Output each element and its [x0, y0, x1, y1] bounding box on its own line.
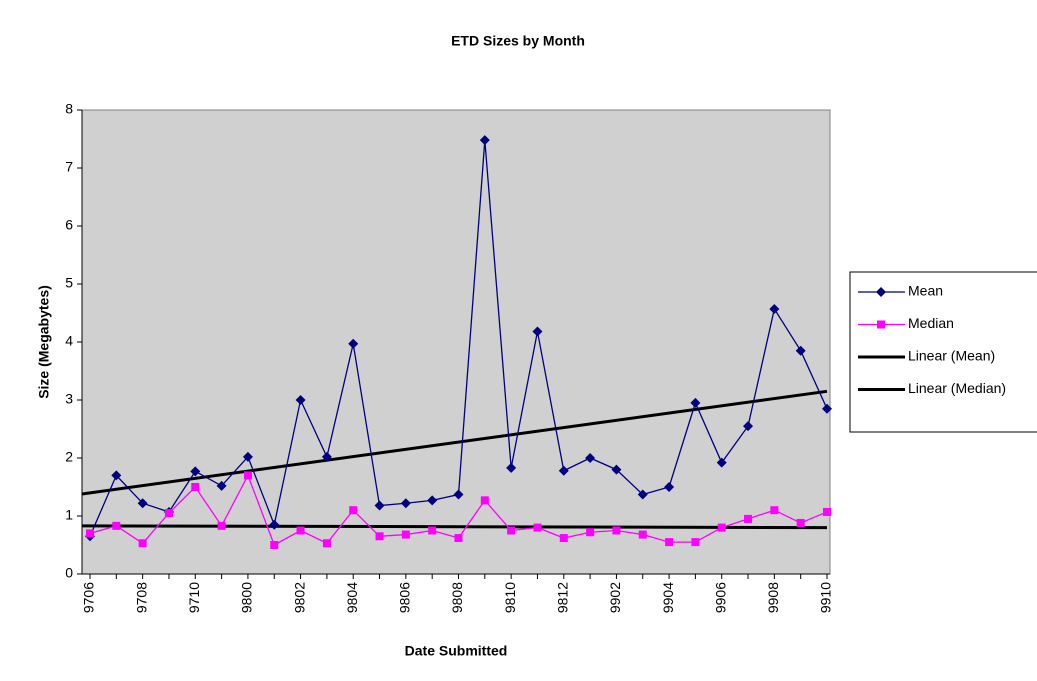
marker	[191, 483, 200, 491]
marker	[190, 466, 201, 477]
marker	[453, 489, 464, 500]
trendline	[81, 524, 828, 530]
x-tick-label: 9806	[397, 582, 413, 613]
marker	[296, 526, 305, 535]
marker	[401, 530, 410, 539]
x-tick-label: 9902	[607, 582, 623, 613]
y-tick-label: 6	[65, 217, 73, 233]
marker	[400, 498, 411, 509]
x-tick-label: 9908	[765, 582, 781, 613]
x-tick-label: 9910	[818, 582, 834, 613]
y-axis-label: Size (Megabytes)	[36, 285, 52, 399]
marker	[533, 523, 542, 532]
marker	[243, 471, 252, 480]
x-tick-label: 9802	[291, 582, 307, 613]
marker	[454, 534, 463, 543]
x-tick-label: 9708	[133, 582, 149, 613]
marker	[269, 519, 280, 530]
legend-label: Mean	[908, 283, 943, 299]
marker	[479, 135, 490, 146]
marker	[665, 538, 674, 547]
x-tick-label: 9800	[239, 582, 255, 613]
marker	[795, 345, 806, 356]
marker	[111, 470, 122, 481]
legend-label: Linear (Mean)	[908, 348, 995, 364]
marker	[586, 528, 595, 537]
marker	[138, 539, 147, 548]
marker	[822, 403, 832, 414]
marker	[295, 395, 306, 405]
plot-area	[81, 109, 831, 575]
legend-label: Linear (Median)	[908, 380, 1006, 396]
marker	[691, 538, 700, 547]
marker	[374, 500, 385, 511]
y-tick-label: 1	[65, 507, 73, 523]
marker	[164, 509, 173, 518]
marker	[532, 326, 543, 337]
x-tick-label: 9812	[554, 582, 570, 613]
chart-title: ETD Sizes by Month	[451, 33, 585, 49]
marker	[270, 541, 279, 549]
legend	[849, 271, 1037, 433]
x-tick-label: 9710	[186, 582, 202, 613]
marker	[427, 495, 438, 506]
marker	[321, 451, 332, 462]
x-axis-label: Date Submitted	[405, 643, 508, 659]
marker	[558, 465, 569, 476]
marker	[612, 526, 621, 535]
marker	[428, 526, 437, 535]
legend-marker	[876, 287, 886, 297]
marker	[375, 532, 384, 541]
marker	[506, 462, 517, 473]
marker	[637, 489, 648, 500]
marker	[480, 496, 489, 505]
y-tick-label: 5	[65, 275, 73, 291]
marker	[86, 529, 94, 538]
y-tick-label: 3	[65, 391, 73, 407]
y-tick-label: 8	[65, 101, 73, 117]
marker	[744, 514, 753, 523]
marker	[716, 457, 727, 468]
marker	[796, 518, 805, 527]
marker	[611, 464, 622, 475]
marker	[823, 507, 831, 516]
y-tick-label: 2	[65, 449, 73, 465]
marker	[664, 482, 675, 492]
marker	[112, 521, 121, 530]
x-tick-label: 9706	[81, 582, 97, 613]
marker	[322, 539, 331, 548]
x-tick-label: 9904	[660, 582, 676, 613]
marker	[638, 530, 647, 539]
legend-marker	[877, 320, 885, 329]
legend-label: Median	[908, 315, 954, 331]
marker	[717, 523, 726, 532]
marker	[585, 453, 596, 463]
x-tick-label: 9804	[344, 582, 360, 613]
marker	[216, 480, 227, 491]
marker	[559, 534, 568, 543]
marker	[242, 451, 253, 462]
marker	[769, 303, 780, 314]
marker	[690, 397, 701, 408]
marker	[743, 421, 754, 432]
marker	[348, 338, 359, 349]
marker	[349, 506, 358, 515]
marker	[137, 498, 148, 509]
marker	[507, 526, 516, 535]
x-tick-label: 9808	[449, 582, 465, 613]
y-tick-label: 0	[65, 565, 73, 581]
x-tick-label: 9906	[712, 582, 728, 613]
x-tick-label: 9810	[502, 582, 518, 613]
marker	[770, 506, 779, 515]
y-tick-label: 4	[65, 333, 73, 349]
marker	[217, 521, 226, 530]
y-tick-label: 7	[65, 159, 73, 175]
